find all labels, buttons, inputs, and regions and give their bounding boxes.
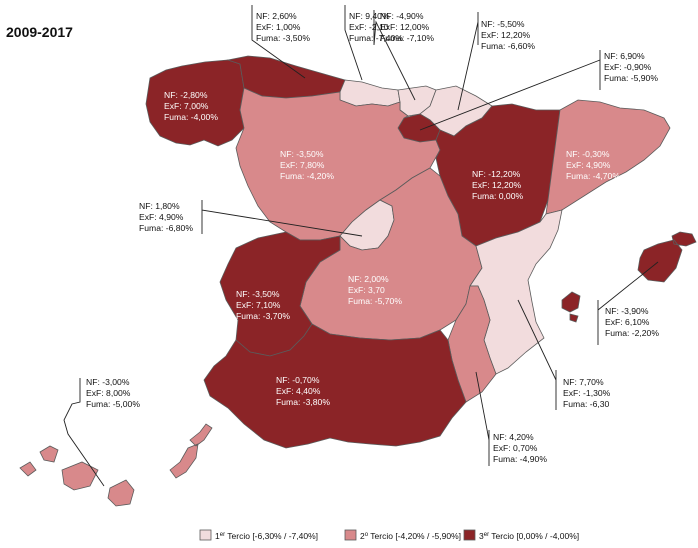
- leader-line-navarra: [457, 12, 479, 111]
- label-madrid-exf: ExF: 4,90%: [139, 212, 184, 222]
- region-canarias: [19, 423, 213, 507]
- region-islas-baleares: [561, 231, 697, 323]
- leader-line-asturias: [251, 5, 306, 79]
- label-islas-baleares-exf: ExF: 6,10%: [605, 317, 650, 327]
- label-navarra-fuma: Fuma: -6,60%: [481, 41, 535, 51]
- label-cantabria-fuma: Fuma: -7,40%: [349, 33, 403, 43]
- legend-swatch-tercio-3: [463, 529, 476, 541]
- label-navarra-nf: NF: -5,50%: [481, 19, 525, 29]
- map-legend: 1er Tercio [-6,30% / -7,40%] 2o Tercio [-…: [199, 529, 579, 541]
- label-andalucia-exf: ExF: 4,40%: [276, 386, 321, 396]
- region-galicia: [145, 59, 245, 147]
- label-murcia-exf: ExF: 0,70%: [493, 443, 538, 453]
- legend-label-tercio-2: 2o Tercio [-4,20% / -5,90%]: [360, 531, 461, 541]
- label-cantabria-nf: NF: 9,40%: [349, 11, 390, 21]
- legend-swatch-tercio-1: [199, 529, 212, 541]
- label-andalucia-fuma: Fuma: -3,80%: [276, 397, 330, 407]
- label-canarias-fuma: Fuma: -5,00%: [86, 399, 140, 409]
- label-castilla-la-mancha-nf: NF: 2,00%: [348, 274, 389, 284]
- label-cataluna-fuma: Fuma: -4,70%: [566, 171, 620, 181]
- leader-line-baleares: [597, 261, 659, 345]
- label-extremadura-nf: NF: -3,50%: [236, 289, 280, 299]
- label-madrid-nf: NF: 1,80%: [139, 201, 180, 211]
- map-title: 2009-2017: [6, 24, 73, 40]
- label-canarias-exf: ExF: 8,00%: [86, 388, 131, 398]
- label-islas-baleares-fuma: Fuma: -2,20%: [605, 328, 659, 338]
- label-castilla-la-mancha-exf: ExF: 3,70: [348, 285, 385, 295]
- label-castilla-leon-nf: NF: -3,50%: [280, 149, 324, 159]
- label-canarias-nf: NF: -3,00%: [86, 377, 130, 387]
- leader-line-la-rioja: [419, 50, 601, 131]
- label-cantabria-exf: ExF: -2,10: [349, 22, 389, 32]
- leader-line-cantabria: [344, 5, 363, 81]
- label-madrid-fuma: Fuma: -6,80%: [139, 223, 193, 233]
- label-comunidad-valenciana-exf: ExF: -1,30%: [563, 388, 611, 398]
- label-pais-vasco-nf: NF: -4,90%: [380, 11, 424, 21]
- label-andalucia-nf: NF: -0,70%: [276, 375, 320, 385]
- label-cataluna-exf: ExF: 4,90%: [566, 160, 611, 170]
- label-navarra-exf: ExF: 12,20%: [481, 30, 531, 40]
- label-pais-vasco-fuma: Fuma: -7,10%: [380, 33, 434, 43]
- label-la-rioja-exf: ExF: -0,90%: [604, 62, 652, 72]
- label-castilla-la-mancha-fuma: Fuma: -5,70%: [348, 296, 402, 306]
- label-extremadura-exf: ExF: 7,10%: [236, 300, 281, 310]
- label-galicia-exf: ExF: 7,00%: [164, 101, 209, 111]
- label-castilla-leon-fuma: Fuma: -4,20%: [280, 171, 334, 181]
- legend-swatch-tercio-2: [344, 529, 357, 541]
- label-castilla-leon-exf: ExF: 7,80%: [280, 160, 325, 170]
- label-pais-vasco-exf: ExF: 12,00%: [380, 22, 430, 32]
- leader-line-canarias: [63, 378, 105, 487]
- leader-line-pais-vasco: [373, 10, 416, 101]
- label-comunidad-valenciana-fuma: Fuma: -6,30: [563, 399, 610, 409]
- label-murcia-nf: NF: 4,20%: [493, 432, 534, 442]
- label-comunidad-valenciana-nf: NF: 7,70%: [563, 377, 604, 387]
- label-asturias-exf: ExF: 1,00%: [256, 22, 301, 32]
- label-islas-baleares-nf: NF: -3,90%: [605, 306, 649, 316]
- leader-line-murcia: [475, 371, 490, 466]
- region-cantabria: [339, 79, 401, 107]
- label-asturias-nf: NF: 2,60%: [256, 11, 297, 21]
- region-castilla-leon: [235, 87, 441, 241]
- label-extremadura-fuma: Fuma: -3,70%: [236, 311, 290, 321]
- label-murcia-fuma: Fuma: -4,90%: [493, 454, 547, 464]
- label-la-rioja-fuma: Fuma: -5,90%: [604, 73, 658, 83]
- label-cataluna-nf: NF: -0,30%: [566, 149, 610, 159]
- region-andalucia: [203, 323, 467, 449]
- label-aragon-fuma: Fuma: 0,00%: [472, 191, 523, 201]
- label-la-rioja-nf: NF: 6,90%: [604, 51, 645, 61]
- leader-line-madrid: [201, 200, 363, 237]
- legend-label-tercio-1: 1er Tercio [-6,30% / -7,40%]: [215, 531, 318, 541]
- label-asturias-fuma: Fuma: -3,50%: [256, 33, 310, 43]
- region-cataluna: [545, 99, 671, 215]
- label-galicia-nf: NF: -2,80%: [164, 90, 208, 100]
- label-galicia-fuma: Fuma: -4,00%: [164, 112, 218, 122]
- legend-label-tercio-3: 3er Tercio [0,00% / -4,00%]: [479, 531, 579, 541]
- label-aragon-nf: NF: -12,20%: [472, 169, 521, 179]
- label-aragon-exf: ExF: 12,20%: [472, 180, 522, 190]
- leader-line-valenciana: [517, 299, 557, 410]
